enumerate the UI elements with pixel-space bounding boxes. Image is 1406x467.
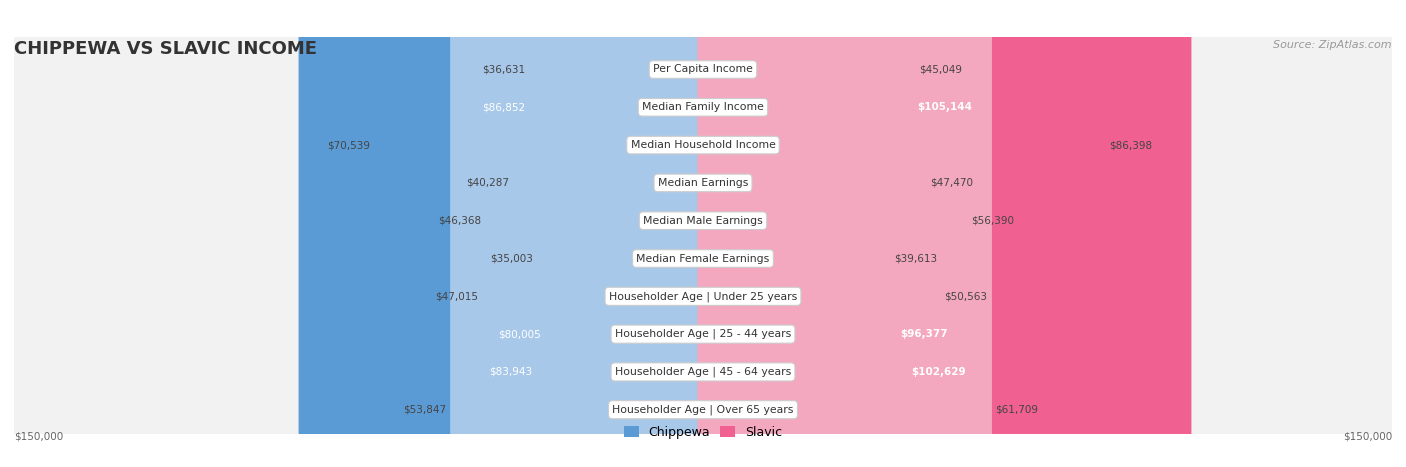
Text: $53,847: $53,847 (404, 405, 447, 415)
Text: $35,003: $35,003 (491, 254, 533, 263)
FancyBboxPatch shape (537, 0, 709, 467)
Text: $45,049: $45,049 (920, 64, 962, 75)
FancyBboxPatch shape (485, 0, 709, 467)
Text: $150,000: $150,000 (1343, 432, 1392, 442)
FancyBboxPatch shape (697, 0, 1152, 467)
FancyBboxPatch shape (374, 0, 709, 467)
Text: Householder Age | 45 - 64 years: Householder Age | 45 - 64 years (614, 367, 792, 377)
Text: $70,539: $70,539 (326, 140, 370, 150)
Text: $47,015: $47,015 (434, 291, 478, 301)
FancyBboxPatch shape (10, 0, 1396, 467)
Text: $46,368: $46,368 (437, 216, 481, 226)
Text: Householder Age | 25 - 44 years: Householder Age | 25 - 44 years (614, 329, 792, 340)
FancyBboxPatch shape (529, 0, 709, 467)
FancyBboxPatch shape (312, 0, 709, 467)
Text: Median Household Income: Median Household Income (630, 140, 776, 150)
FancyBboxPatch shape (10, 0, 1396, 467)
Text: $86,852: $86,852 (482, 102, 524, 112)
FancyBboxPatch shape (697, 0, 941, 467)
Text: $102,629: $102,629 (911, 367, 966, 377)
Text: $150,000: $150,000 (14, 432, 63, 442)
Text: $105,144: $105,144 (917, 102, 972, 112)
Text: Householder Age | Over 65 years: Householder Age | Over 65 years (612, 404, 794, 415)
Text: $47,470: $47,470 (931, 178, 973, 188)
Text: $39,613: $39,613 (894, 254, 938, 263)
FancyBboxPatch shape (450, 0, 709, 467)
Text: Median Earnings: Median Earnings (658, 178, 748, 188)
FancyBboxPatch shape (10, 0, 1396, 467)
Legend: Chippewa, Slavic: Chippewa, Slavic (619, 421, 787, 444)
FancyBboxPatch shape (697, 0, 1191, 467)
FancyBboxPatch shape (10, 0, 1396, 467)
Text: Householder Age | Under 25 years: Householder Age | Under 25 years (609, 291, 797, 302)
Text: $86,398: $86,398 (1109, 140, 1152, 150)
FancyBboxPatch shape (10, 0, 1396, 467)
FancyBboxPatch shape (10, 0, 1396, 467)
FancyBboxPatch shape (697, 0, 927, 467)
FancyBboxPatch shape (697, 0, 1105, 467)
FancyBboxPatch shape (697, 0, 890, 467)
Text: Per Capita Income: Per Capita Income (652, 64, 754, 75)
FancyBboxPatch shape (697, 0, 993, 467)
FancyBboxPatch shape (481, 0, 709, 467)
Text: $50,563: $50,563 (945, 291, 987, 301)
FancyBboxPatch shape (10, 0, 1396, 467)
FancyBboxPatch shape (10, 0, 1396, 467)
Text: Median Family Income: Median Family Income (643, 102, 763, 112)
Text: $80,005: $80,005 (498, 329, 541, 339)
FancyBboxPatch shape (10, 0, 1396, 467)
FancyBboxPatch shape (697, 0, 915, 467)
Text: Median Female Earnings: Median Female Earnings (637, 254, 769, 263)
FancyBboxPatch shape (697, 0, 967, 467)
Text: $61,709: $61,709 (995, 405, 1039, 415)
Text: $36,631: $36,631 (482, 64, 526, 75)
FancyBboxPatch shape (10, 0, 1396, 467)
Text: $56,390: $56,390 (972, 216, 1014, 226)
Text: CHIPPEWA VS SLAVIC INCOME: CHIPPEWA VS SLAVIC INCOME (14, 40, 318, 58)
Text: $83,943: $83,943 (489, 367, 531, 377)
Text: $96,377: $96,377 (900, 329, 948, 339)
Text: Source: ZipAtlas.com: Source: ZipAtlas.com (1274, 40, 1392, 50)
FancyBboxPatch shape (697, 0, 1180, 467)
FancyBboxPatch shape (330, 0, 709, 467)
Text: Median Male Earnings: Median Male Earnings (643, 216, 763, 226)
FancyBboxPatch shape (298, 0, 709, 467)
FancyBboxPatch shape (512, 0, 709, 467)
Text: $40,287: $40,287 (465, 178, 509, 188)
